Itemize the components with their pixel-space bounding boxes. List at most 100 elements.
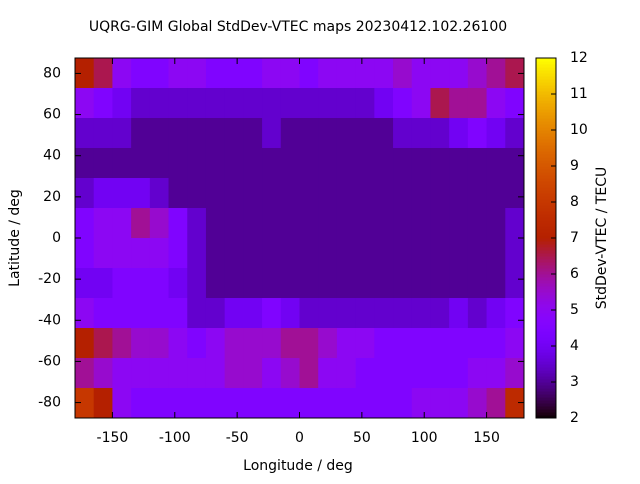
heatmap-cell	[224, 358, 244, 389]
colorbar-step	[536, 250, 556, 254]
y-axis-label: Latitude / deg	[7, 189, 23, 287]
heatmap-cell	[243, 358, 263, 389]
x-tick-label: 150	[473, 430, 500, 446]
heatmap-cell	[393, 118, 413, 149]
colorbar-step	[536, 403, 556, 407]
colorbar-step	[536, 343, 556, 347]
heatmap-cell	[262, 298, 282, 329]
colorbar-step	[536, 271, 556, 275]
colorbar-step	[536, 277, 556, 281]
heatmap-cell	[112, 208, 132, 239]
heatmap-cell	[168, 358, 188, 389]
x-tick-label: -100	[159, 430, 191, 446]
colorbar-step	[536, 205, 556, 209]
colorbar-step	[536, 367, 556, 371]
heatmap-cell	[411, 178, 431, 209]
heatmap-cell	[318, 388, 338, 419]
y-tick-label: 80	[43, 65, 61, 81]
heatmap-cell	[131, 388, 151, 419]
heatmap-cell	[355, 58, 375, 89]
colorbar-step	[536, 268, 556, 272]
heatmap-cell	[505, 268, 525, 299]
colorbar-step	[536, 319, 556, 323]
colorbar-step	[536, 97, 556, 101]
heatmap-cell	[187, 328, 207, 359]
heatmap-cell	[224, 178, 244, 209]
heatmap-cell	[93, 238, 113, 269]
colorbar-step	[536, 298, 556, 302]
heatmap-cell	[430, 88, 450, 119]
heatmap-cell	[430, 178, 450, 209]
heatmap-cell	[224, 58, 244, 89]
heatmap-cell	[467, 148, 488, 179]
heatmap-cell	[112, 88, 132, 119]
colorbar-step	[536, 163, 556, 167]
heatmap-cell	[393, 88, 413, 119]
colorbar-step	[536, 76, 556, 80]
colorbar-step	[536, 118, 556, 122]
colorbar-tick-label: 2	[570, 410, 579, 426]
heatmap-cell	[262, 118, 282, 149]
x-axis-label: Longitude / deg	[243, 458, 353, 474]
heatmap-cell	[168, 208, 188, 239]
heatmap-cell	[393, 178, 413, 209]
heatmap-cell	[280, 298, 300, 329]
x-tick-label: 0	[295, 430, 304, 446]
heatmap-cell	[299, 118, 319, 149]
heatmap-cell	[93, 58, 113, 89]
heatmap-cell	[149, 178, 170, 209]
heatmap-cell	[75, 88, 95, 119]
heatmap-cell	[467, 298, 488, 329]
heatmap-cell	[318, 268, 338, 299]
heatmap-cell	[411, 88, 431, 119]
colorbar-step	[536, 370, 556, 374]
heatmap-cell	[131, 148, 151, 179]
heatmap-cell	[355, 268, 375, 299]
heatmap-cell	[430, 58, 450, 89]
heatmap-cell	[374, 298, 394, 329]
colorbar-step	[536, 235, 556, 239]
colorbar-tick-label: 5	[570, 302, 579, 318]
heatmap-cell	[355, 118, 375, 149]
colorbar-step	[536, 238, 556, 242]
colorbar-step	[536, 157, 556, 161]
heatmap-cell	[505, 178, 525, 209]
heatmap-cell	[393, 148, 413, 179]
colorbar-step	[536, 409, 556, 413]
colorbar-step	[536, 256, 556, 260]
heatmap-cell	[75, 328, 95, 359]
colorbar-step	[536, 67, 556, 71]
heatmap-cell	[411, 118, 431, 149]
colorbar-step	[536, 184, 556, 188]
heatmap-cell	[336, 328, 357, 359]
heatmap-cell	[205, 178, 226, 209]
colorbar-step	[536, 166, 556, 170]
y-tick-label: 60	[43, 107, 61, 123]
colorbar-step	[536, 61, 556, 65]
heatmap-cell	[280, 118, 300, 149]
y-tick-label: -40	[38, 312, 61, 328]
colorbar-step	[536, 223, 556, 227]
heatmap-cell	[374, 58, 394, 89]
heatmap-cell	[505, 118, 525, 149]
colorbar-step	[536, 100, 556, 104]
heatmap-cell	[318, 118, 338, 149]
heatmap-cell	[149, 388, 170, 419]
heatmap-cell	[505, 58, 525, 89]
heatmap-cell	[467, 88, 488, 119]
heatmap-cell	[411, 268, 431, 299]
colorbar-step	[536, 103, 556, 107]
heatmap-cell	[131, 118, 151, 149]
heatmap-cell	[168, 238, 188, 269]
heatmap-cell	[75, 178, 95, 209]
heatmap-cell	[393, 388, 413, 419]
colorbar-step	[536, 334, 556, 338]
colorbar-step	[536, 214, 556, 218]
heatmap-cell	[505, 358, 525, 389]
colorbar-step	[536, 391, 556, 395]
colorbar-step	[536, 220, 556, 224]
heatmap-cell	[318, 178, 338, 209]
colorbar-step	[536, 280, 556, 284]
heatmap-cell	[168, 58, 188, 89]
